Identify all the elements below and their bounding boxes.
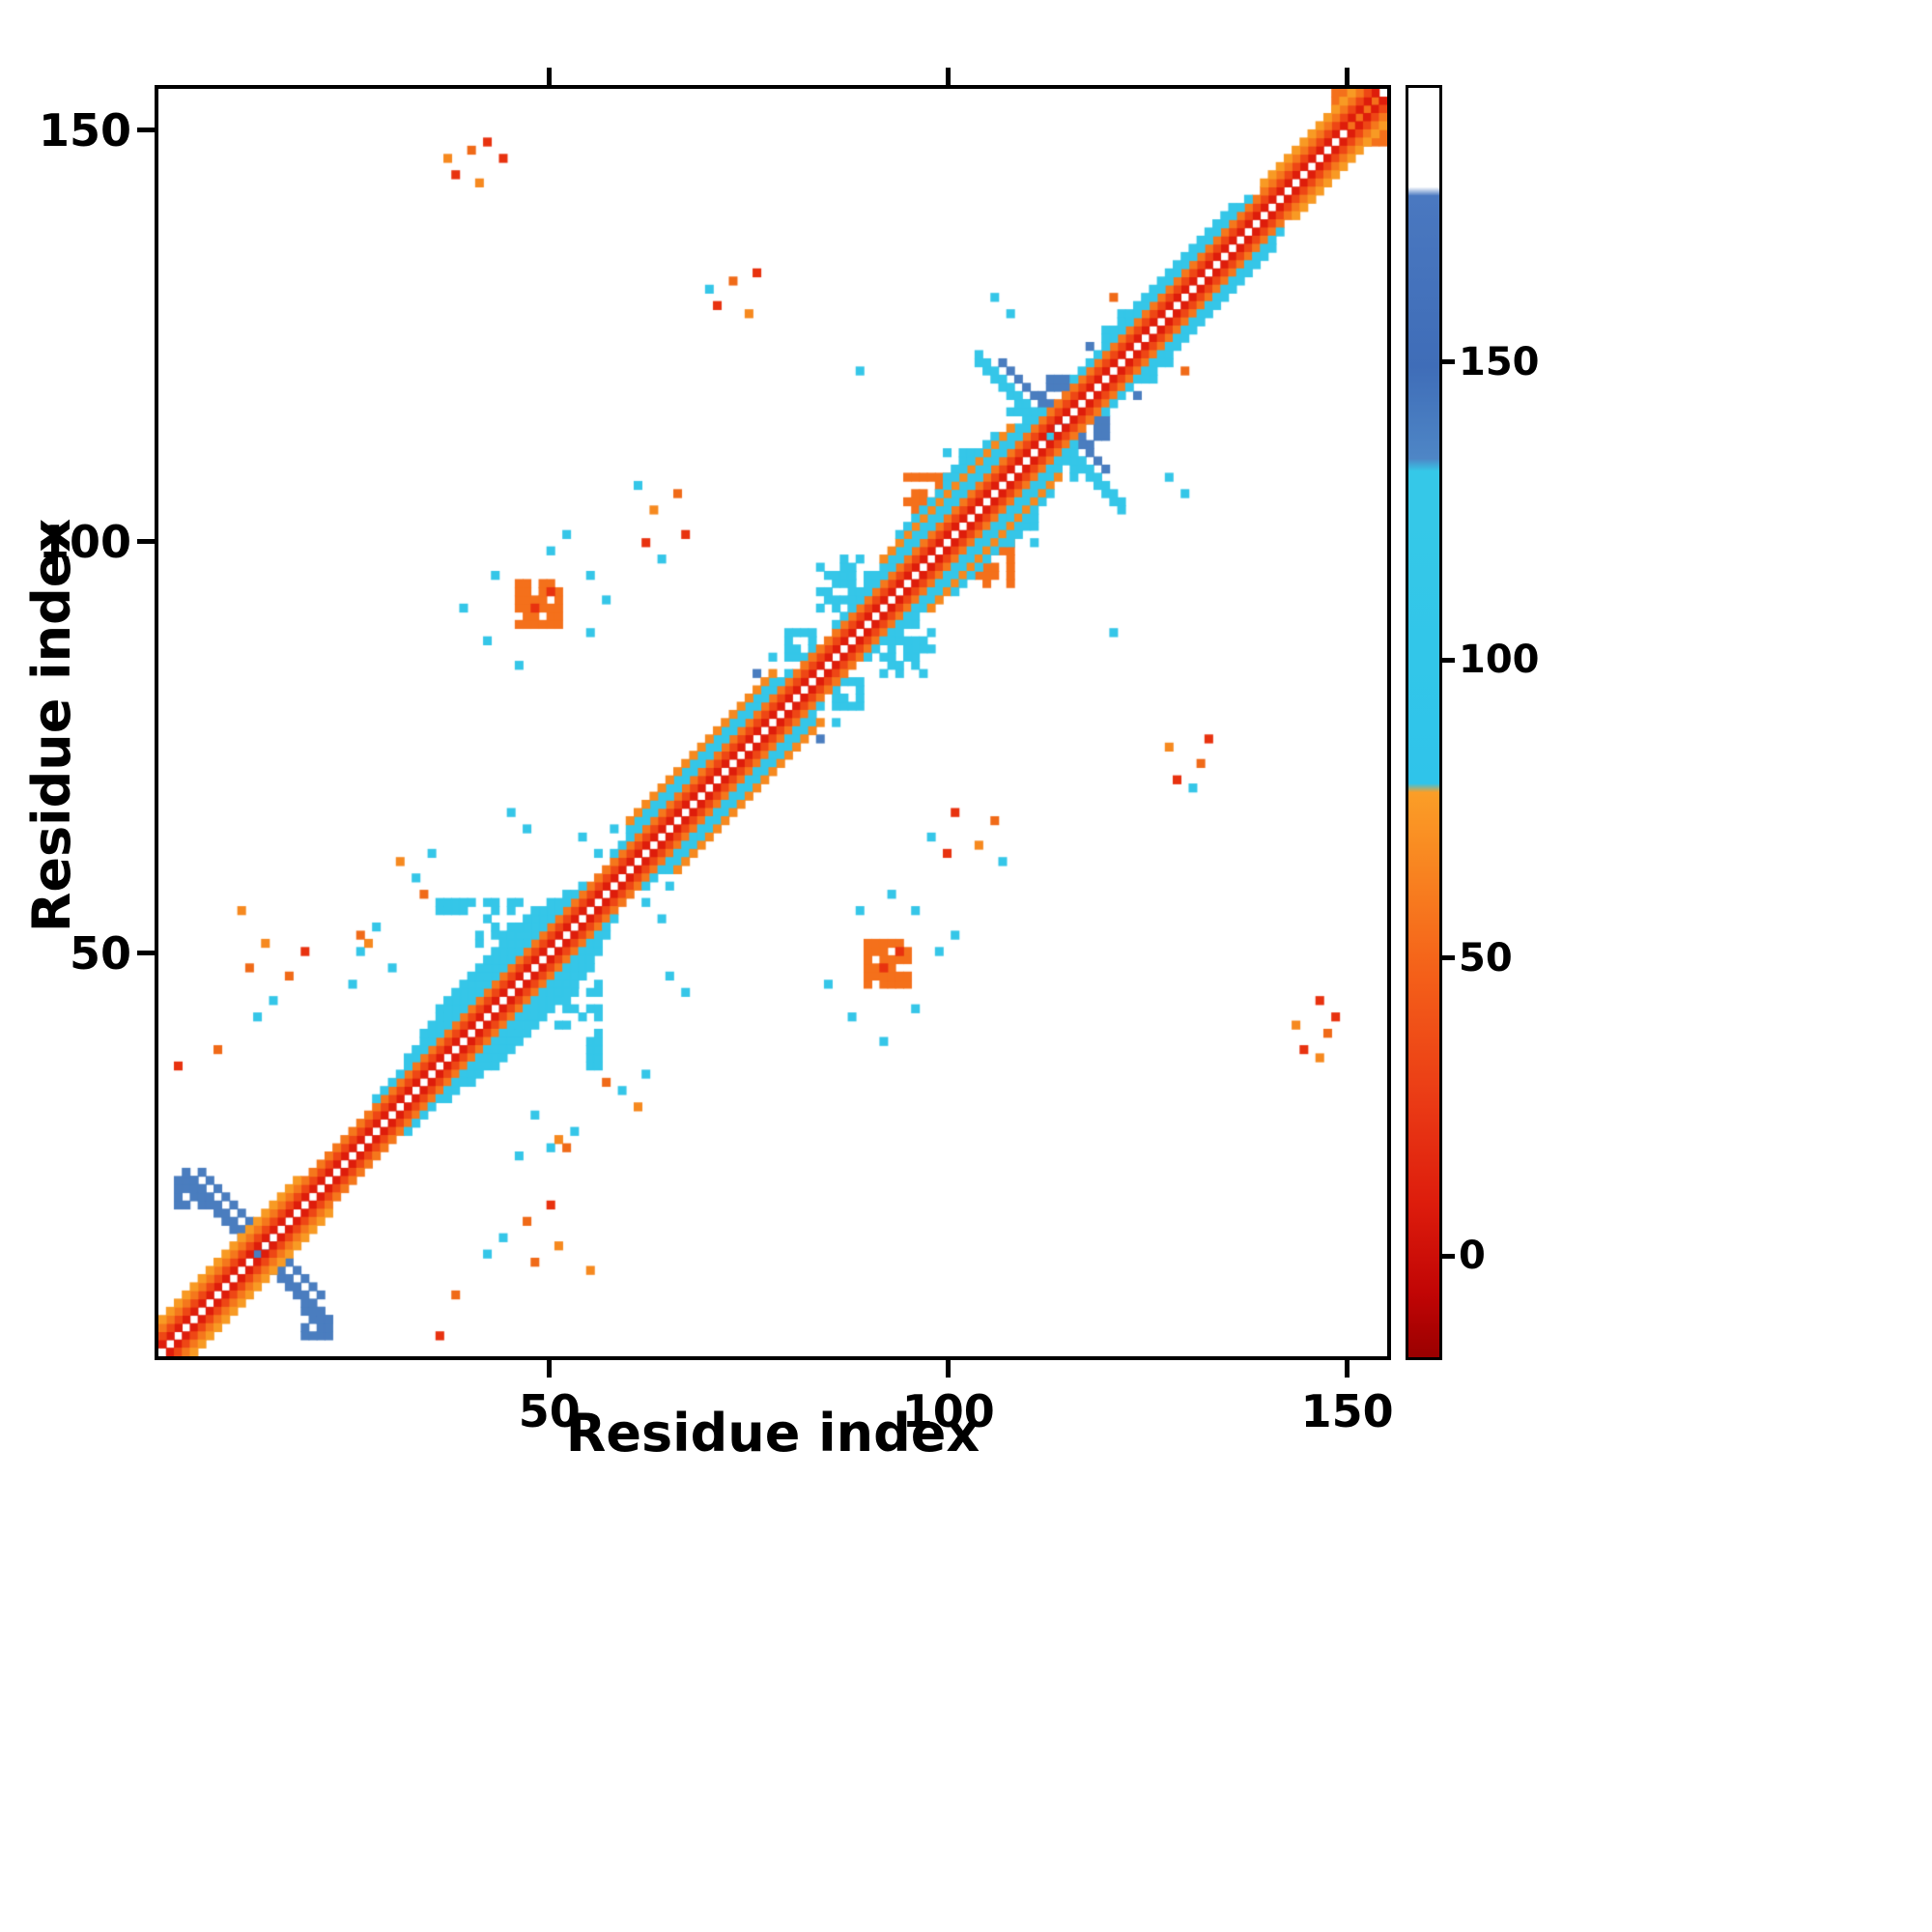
colorbar-tick-label: 50 (1459, 935, 1513, 980)
x-axis-top-tick (547, 68, 553, 85)
colorbar-gradient (1408, 88, 1439, 1357)
colorbar (1406, 85, 1442, 1360)
x-axis-label: Residue index (565, 1403, 980, 1463)
x-tick-label: 100 (901, 1385, 995, 1437)
colorbar-tick-label: 100 (1459, 638, 1540, 683)
y-tick-label: 100 (38, 515, 131, 568)
colorbar-tick-label: 150 (1459, 339, 1540, 384)
contact-map-canvas (158, 89, 1387, 1356)
colorbar-tick (1442, 1253, 1455, 1259)
plot-area (155, 85, 1391, 1360)
x-axis-tick (547, 1360, 553, 1378)
colorbar-tick (1442, 657, 1455, 663)
colorbar-tick (1442, 955, 1455, 961)
x-tick-label: 50 (518, 1385, 581, 1437)
y-tick-label: 150 (38, 103, 131, 156)
y-axis-tick (137, 128, 155, 133)
x-axis-top-tick (946, 68, 952, 85)
y-axis-tick (137, 951, 155, 956)
y-axis-tick (137, 539, 155, 545)
x-axis-top-tick (1345, 68, 1350, 85)
colorbar-tick (1442, 359, 1455, 365)
colorbar-tick-label: 0 (1459, 1234, 1486, 1279)
x-axis-tick (946, 1360, 952, 1378)
x-tick-label: 150 (1300, 1385, 1394, 1437)
y-tick-label: 50 (69, 926, 131, 980)
x-axis-tick (1345, 1360, 1350, 1378)
